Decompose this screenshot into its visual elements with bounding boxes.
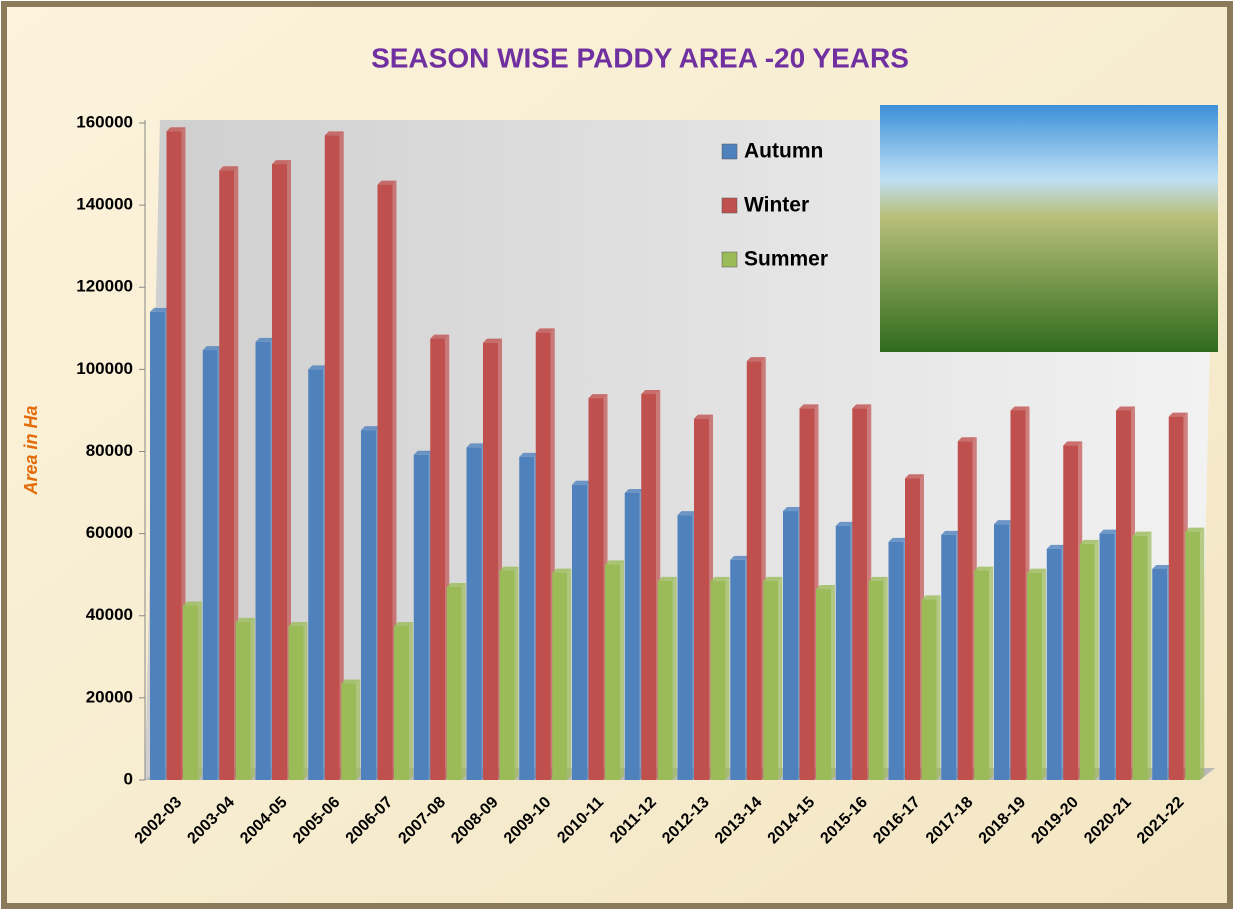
bar-side	[937, 595, 941, 780]
bar	[922, 599, 937, 780]
y-tick-label: 20000	[86, 687, 133, 706]
bar	[308, 369, 323, 780]
bar	[678, 515, 693, 780]
bar	[869, 581, 884, 780]
bar	[1100, 534, 1115, 780]
y-tick-label: 60000	[86, 523, 133, 542]
bar	[1080, 544, 1095, 780]
bar	[800, 408, 815, 780]
bar	[941, 535, 956, 780]
bar-side	[515, 567, 519, 780]
bar-side	[778, 577, 782, 780]
bar-side	[989, 567, 993, 780]
y-tick-label: 120000	[76, 277, 133, 296]
y-tick-label: 100000	[76, 359, 133, 378]
bar	[1152, 569, 1167, 780]
bar-side	[567, 569, 571, 780]
bar-side	[673, 577, 677, 780]
bar-side	[620, 560, 624, 780]
bar	[958, 441, 973, 780]
bar	[447, 587, 462, 780]
bar	[272, 164, 287, 780]
bar-side	[726, 577, 730, 780]
bar	[183, 605, 198, 780]
bar	[763, 581, 778, 780]
bar	[658, 581, 673, 780]
bar	[694, 419, 709, 780]
bar	[552, 573, 567, 780]
y-tick-label: 40000	[86, 605, 133, 624]
bar-side	[409, 622, 413, 780]
bar	[1063, 445, 1078, 780]
bar	[605, 564, 620, 780]
bar	[1116, 410, 1131, 780]
y-tick-label: 160000	[76, 112, 133, 131]
bar	[1133, 536, 1148, 780]
bar	[536, 332, 551, 780]
bar	[625, 493, 640, 780]
bar	[519, 457, 534, 780]
bar	[1169, 417, 1184, 780]
bar	[500, 571, 515, 780]
bar-side	[1200, 528, 1204, 780]
y-tick-label: 80000	[86, 441, 133, 460]
bar	[589, 398, 604, 780]
bar	[905, 478, 920, 780]
chart: SEASON WISE PADDY AREA -20 YEARS Area in…	[0, 0, 1235, 911]
bar-side	[884, 577, 888, 780]
bar-side	[356, 680, 360, 780]
bar	[203, 350, 218, 780]
y-tick-label: 140000	[76, 195, 133, 214]
bar-side	[1042, 569, 1046, 780]
bar	[430, 339, 445, 780]
bar	[572, 485, 587, 780]
bar	[994, 524, 1009, 780]
bar	[378, 185, 393, 780]
bar	[974, 571, 989, 780]
bar	[361, 430, 376, 780]
bar	[711, 581, 726, 780]
bar	[325, 135, 340, 780]
y-axis-label: Area in Ha	[21, 405, 41, 495]
bar	[467, 447, 482, 780]
bar	[1047, 549, 1062, 780]
bar	[167, 131, 182, 780]
bar-side	[462, 583, 466, 780]
bar-side	[304, 622, 308, 780]
chart-title: SEASON WISE PADDY AREA -20 YEARS	[371, 42, 909, 73]
bar	[1011, 410, 1026, 780]
bar	[730, 560, 745, 780]
bar	[852, 408, 867, 780]
bar	[1185, 532, 1200, 780]
bar	[783, 511, 798, 780]
bar	[341, 684, 356, 780]
bar	[641, 394, 656, 780]
legend-swatch	[722, 198, 737, 213]
bar-side	[251, 618, 255, 780]
legend-label: Winter	[744, 194, 809, 217]
legend-label: Autumn	[744, 140, 823, 163]
bar	[483, 343, 498, 780]
bar-side	[1148, 532, 1152, 780]
bar-side	[1095, 540, 1099, 780]
bar	[836, 526, 851, 780]
bar	[256, 342, 271, 780]
bar	[1027, 573, 1042, 780]
bar-side	[198, 601, 202, 780]
bar	[236, 622, 251, 780]
bar	[816, 589, 831, 780]
y-tick-label: 0	[124, 769, 133, 788]
bar	[889, 542, 904, 780]
rice-photo	[880, 105, 1218, 352]
bar	[289, 626, 304, 780]
legend-swatch	[722, 144, 737, 159]
bar	[414, 455, 429, 780]
bar	[150, 312, 165, 780]
bar	[219, 170, 234, 780]
bar	[394, 626, 409, 780]
bar	[747, 361, 762, 780]
bar-side	[831, 585, 835, 780]
legend-label: Summer	[744, 248, 828, 271]
legend-swatch	[722, 252, 737, 267]
